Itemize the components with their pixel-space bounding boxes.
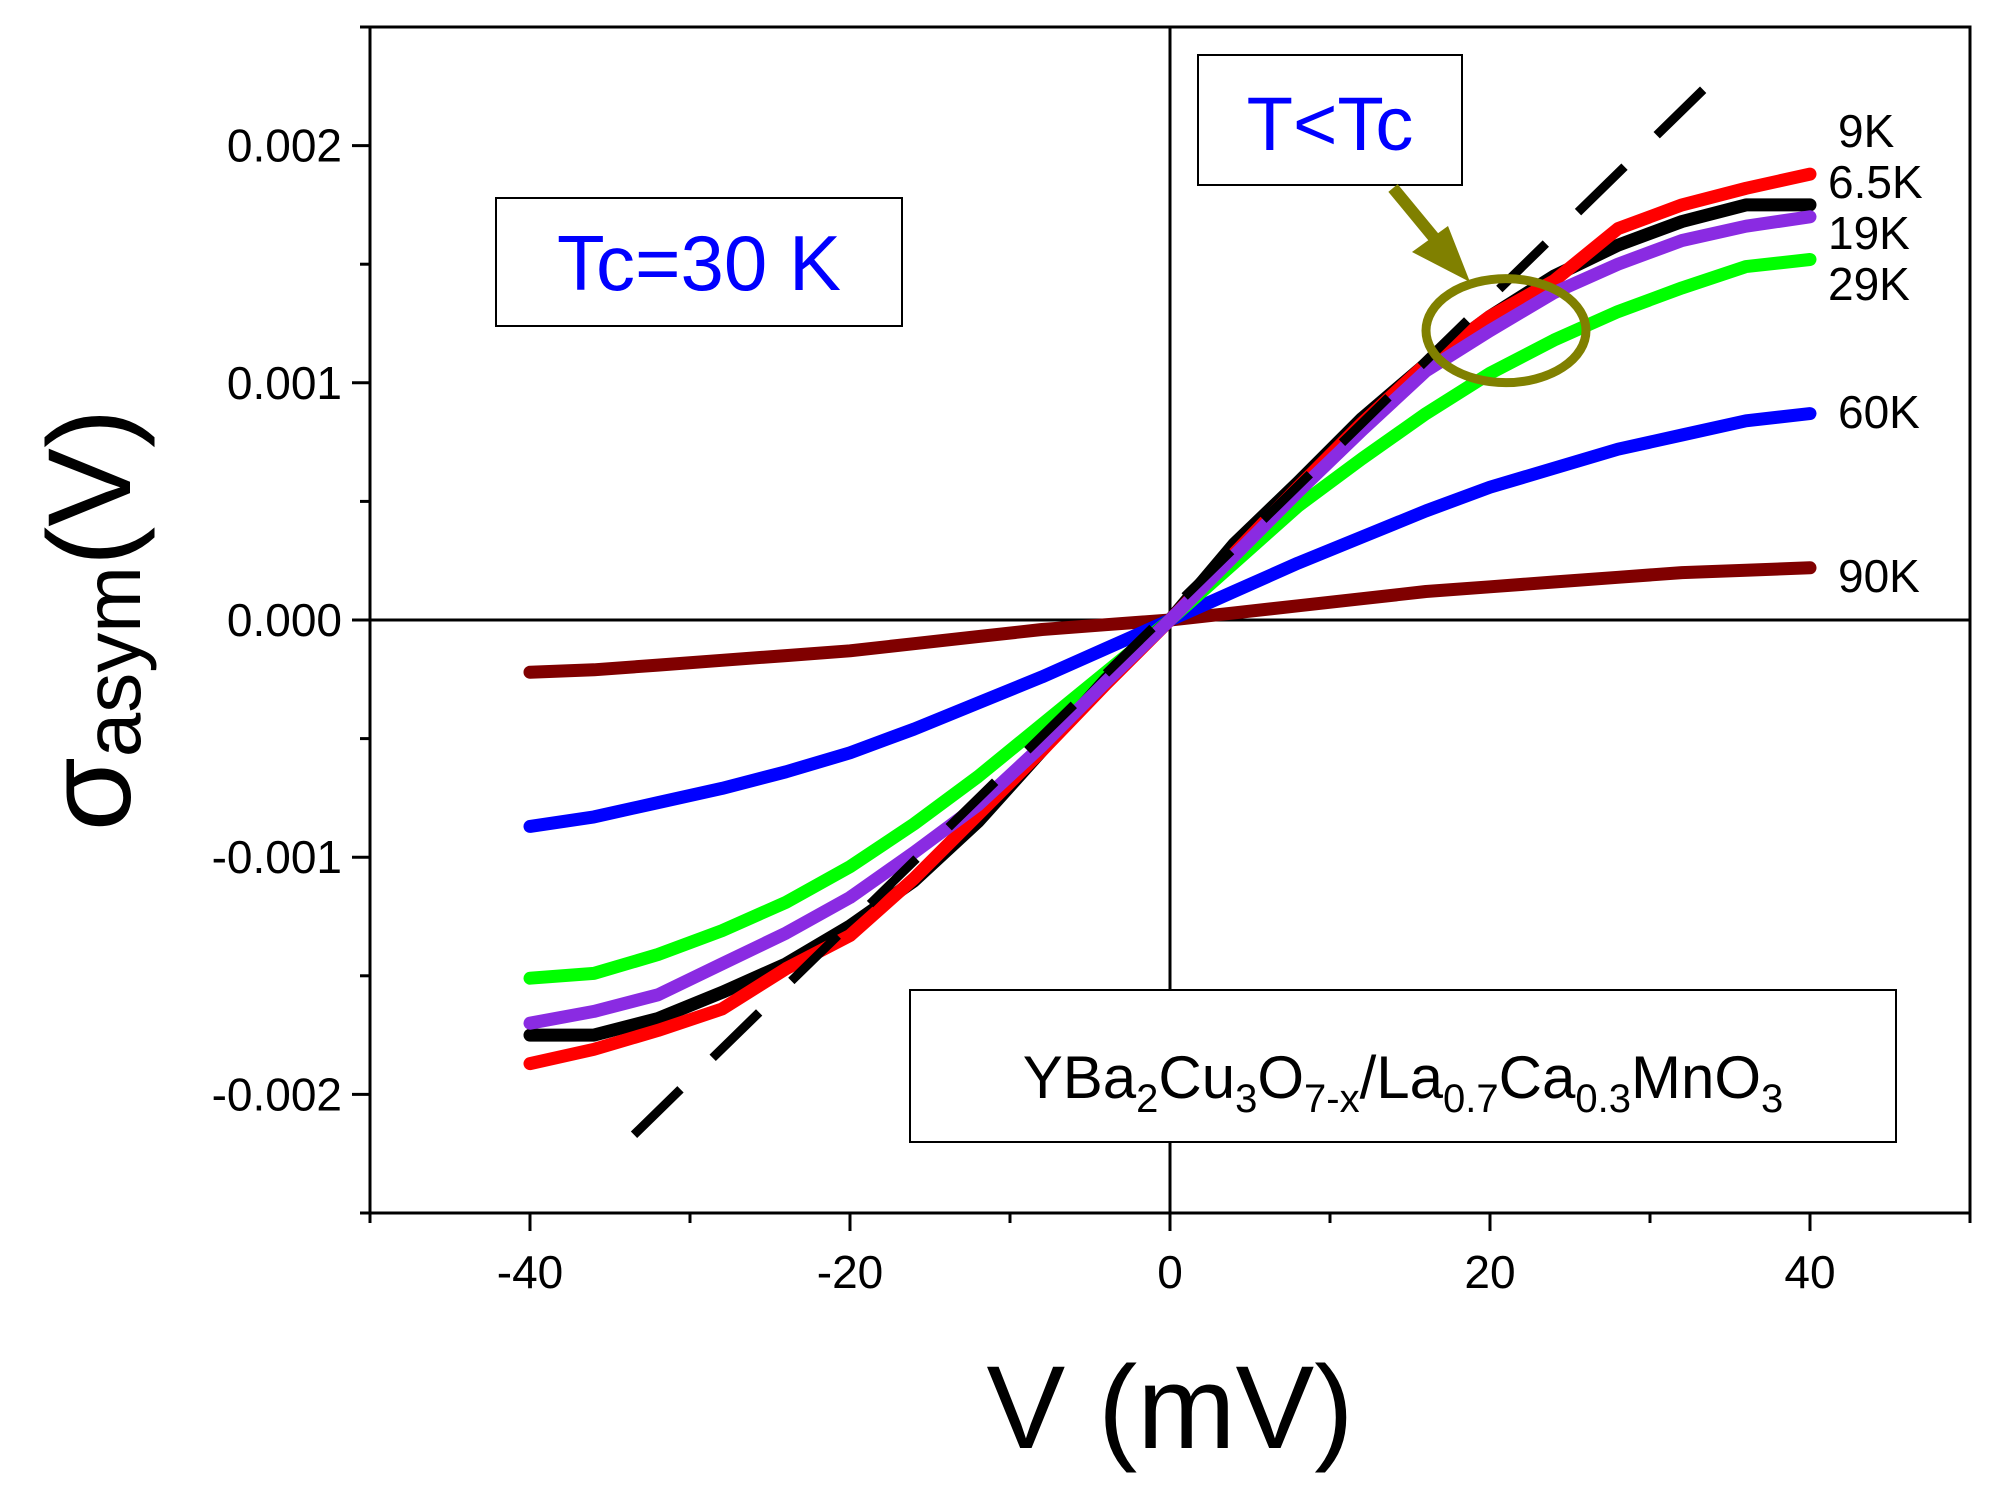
sample-sub: 0.3 xyxy=(1575,1077,1631,1121)
y-axis-sigma: σ xyxy=(22,757,156,831)
y-axis-subscript: asym xyxy=(68,566,157,757)
sample-part: /La xyxy=(1360,1044,1444,1111)
t-annotation-text: T<Tc xyxy=(1247,82,1414,167)
sample-sub: 2 xyxy=(1136,1077,1158,1121)
sample-part: MnO xyxy=(1631,1044,1761,1111)
axis-ticks xyxy=(352,25,1972,1231)
sample-part: O xyxy=(1257,1044,1304,1111)
sample-part: Cu xyxy=(1158,1044,1235,1111)
y-tick-label: 0.002 xyxy=(227,120,342,172)
sample-annotation-text: YBa2Cu3O7-x/La0.7Ca0.3MnO3 xyxy=(1023,1044,1784,1121)
series-label-29k: 29K xyxy=(1828,258,1910,310)
series-label-19k: 19K xyxy=(1828,207,1910,259)
x-axis-title: V (mV) xyxy=(986,1342,1353,1474)
sample-sub: 3 xyxy=(1235,1077,1257,1121)
sample-annotation-box xyxy=(909,989,1897,1143)
y-tick-label: -0.002 xyxy=(212,1068,342,1120)
x-tick-label: -40 xyxy=(497,1246,563,1298)
sample-part: Ca xyxy=(1499,1044,1576,1111)
x-tick-label: 20 xyxy=(1464,1246,1515,1298)
svg-text:σasym(V): σasym(V) xyxy=(22,409,157,832)
t-annotation-box xyxy=(1197,54,1463,186)
y-axis-title: σasym(V) xyxy=(22,409,157,832)
series-line-19k xyxy=(523,210,1817,1030)
y-axis-unit: (V) xyxy=(24,409,156,566)
annotation-arrow xyxy=(1388,184,1470,282)
sample-part: YBa xyxy=(1023,1044,1137,1111)
y-tick-label: 0.001 xyxy=(227,357,342,409)
x-tick-label: -20 xyxy=(817,1246,883,1298)
sample-sub: 3 xyxy=(1761,1077,1783,1121)
x-tick-label: 0 xyxy=(1157,1246,1183,1298)
x-tick-label: 40 xyxy=(1784,1246,1835,1298)
series-label-60k: 60K xyxy=(1838,386,1920,438)
sample-sub: 0.7 xyxy=(1443,1077,1499,1121)
series-label-90k: 90K xyxy=(1838,550,1920,602)
series-label-6-5k: 6.5K xyxy=(1828,156,1923,208)
y-tick-label: 0.000 xyxy=(227,594,342,646)
tc-annotation-text: Tc=30 K xyxy=(557,219,841,307)
axis-tick-labels: -40 -20 0 20 40 -0.002 -0.001 0.000 0.001 0.002 xyxy=(212,120,1836,1298)
highlight-circle xyxy=(1421,274,1591,388)
y-tick-label: -0.001 xyxy=(212,831,342,883)
series-label-9k: 9K xyxy=(1838,105,1895,157)
sample-sub: 7-x xyxy=(1304,1077,1360,1121)
dashed-fit-line xyxy=(630,75,1718,1138)
series-layer xyxy=(523,167,1817,1071)
tc-annotation-box xyxy=(495,197,903,327)
